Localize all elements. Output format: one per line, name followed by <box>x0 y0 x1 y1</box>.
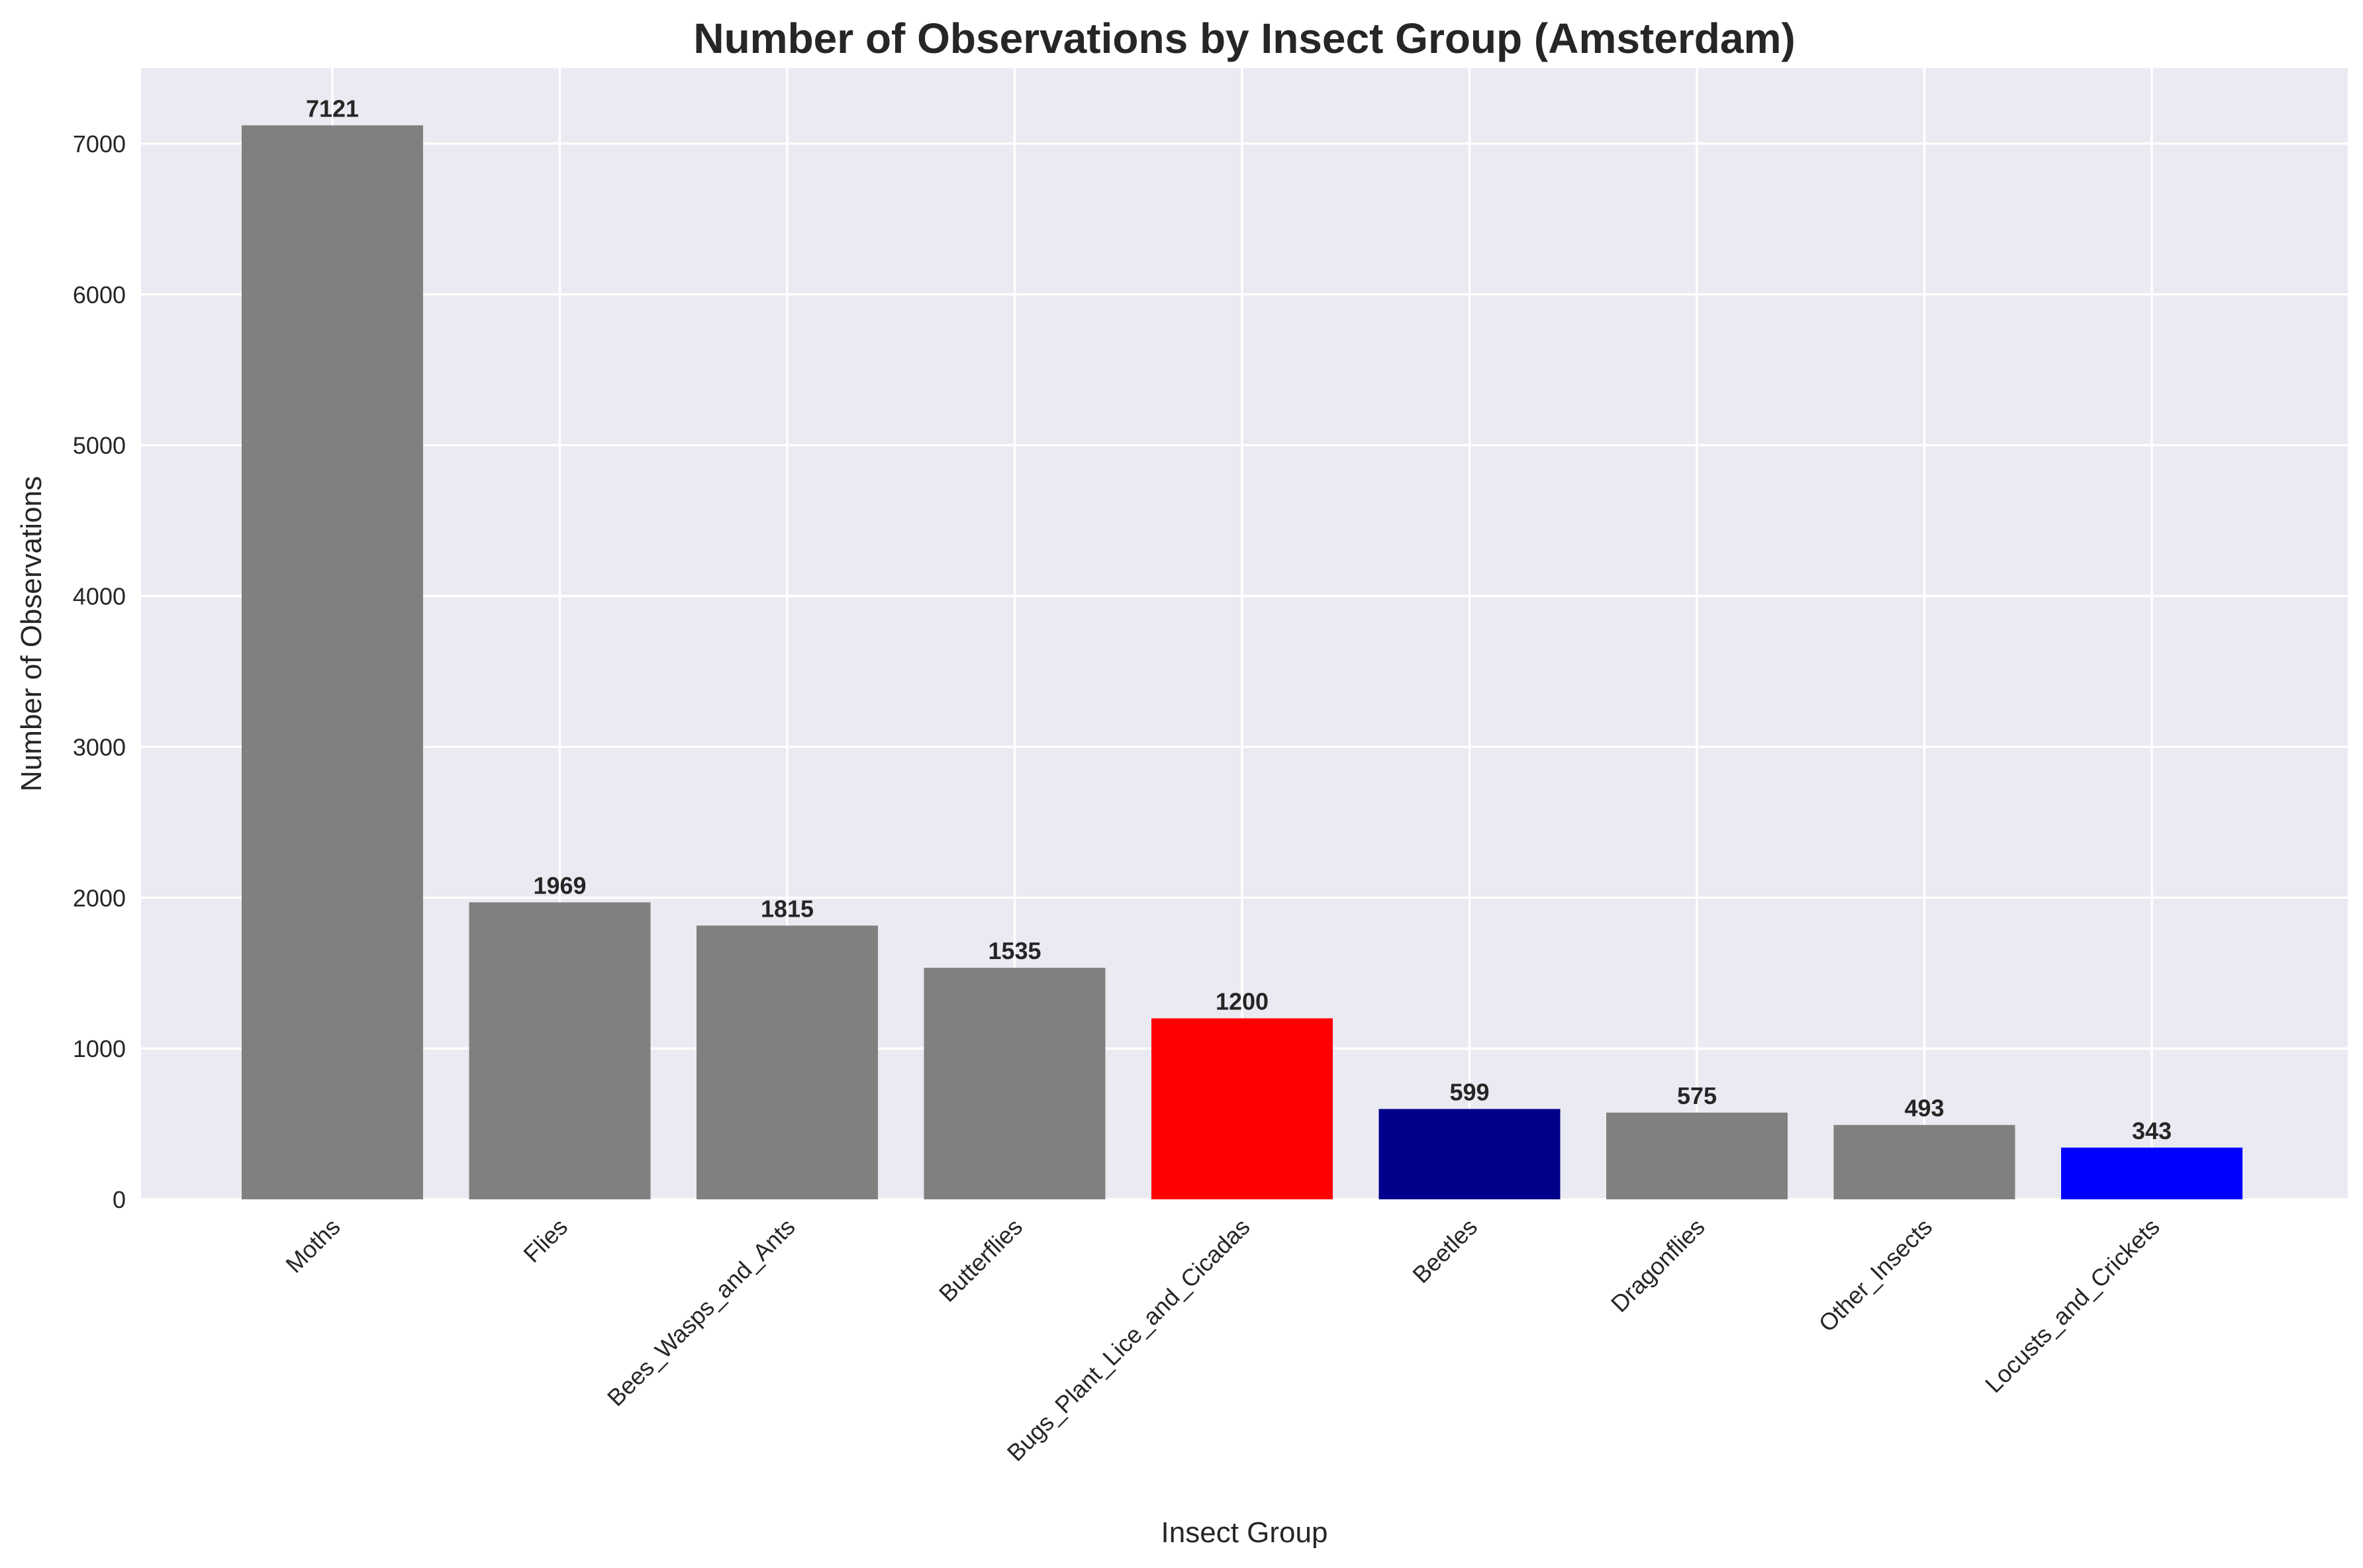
data-label: 493 <box>1904 1095 1944 1122</box>
data-label: 599 <box>1449 1079 1489 1106</box>
x-tick-label: Moths <box>280 1213 345 1278</box>
data-label: 1969 <box>533 872 586 899</box>
x-tick-label: Beetles <box>1407 1213 1482 1289</box>
bar-bees-wasps-and-ants <box>697 925 878 1199</box>
bar-other-insects <box>1833 1125 2015 1199</box>
bars <box>242 125 2242 1200</box>
x-tick-label: Bees_Wasps_and_Ants <box>602 1213 800 1412</box>
y-tick-label: 6000 <box>73 281 126 308</box>
x-tick-label: Other_Insects <box>1813 1213 1937 1337</box>
data-label: 343 <box>2132 1117 2172 1144</box>
y-tick-label: 3000 <box>73 733 126 761</box>
data-label: 1200 <box>1216 988 1269 1015</box>
y-tick-label: 5000 <box>73 432 126 459</box>
x-axis-ticks: Moths Flies Bees_Wasps_and_Ants Butterflies… <box>280 1213 2164 1467</box>
x-tick-label: Flies <box>518 1213 573 1268</box>
bar-beetles <box>1378 1109 1561 1199</box>
x-tick-label: Locusts_and_Crickets <box>1980 1213 2164 1398</box>
y-tick-label: 2000 <box>73 884 126 911</box>
y-axis-ticks: 0 1000 2000 3000 4000 5000 6000 7000 <box>73 130 126 1213</box>
bar-bugs-plant-lice-and-cicadas <box>1151 1018 1333 1199</box>
x-tick-label: Dragonflies <box>1606 1213 1710 1318</box>
x-tick-label: Butterflies <box>934 1213 1028 1307</box>
x-tick-label: Bugs_Plant_Lice_and_Cicadas <box>1002 1213 1255 1467</box>
y-tick-label: 1000 <box>73 1035 126 1062</box>
y-axis-label: Number of Observations <box>15 476 48 792</box>
bar-flies <box>469 902 651 1199</box>
data-label: 1815 <box>761 895 814 922</box>
y-tick-label: 7000 <box>73 130 126 158</box>
bar-dragonflies <box>1606 1112 1788 1199</box>
bar-butterflies <box>924 968 1106 1199</box>
data-label: 7121 <box>306 95 359 122</box>
bar-locusts-and-crickets <box>2061 1147 2242 1199</box>
data-labels: 7121 1969 1815 1535 1200 599 575 493 343 <box>306 95 2172 1144</box>
data-label: 575 <box>1677 1082 1717 1109</box>
bar-moths <box>242 125 423 1200</box>
chart-title: Number of Observations by Insect Group (… <box>693 15 1795 62</box>
y-tick-label: 0 <box>113 1186 126 1213</box>
y-tick-label: 4000 <box>73 583 126 610</box>
data-label: 1535 <box>988 937 1041 964</box>
x-axis-label: Insect Group <box>1161 1516 1328 1549</box>
